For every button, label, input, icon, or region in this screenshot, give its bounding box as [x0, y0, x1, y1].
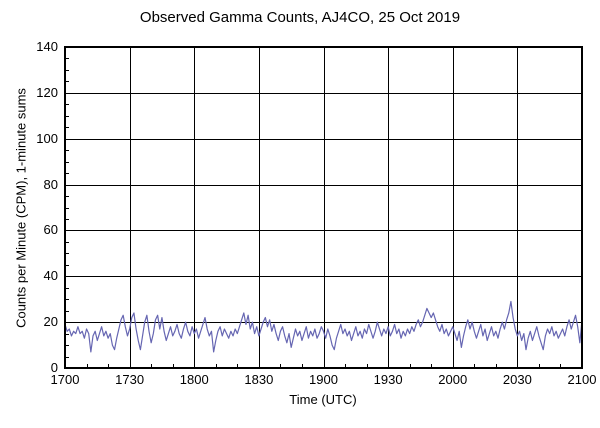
y-tick-label: 40 — [43, 268, 58, 284]
x-tick-label: 1730 — [115, 372, 145, 387]
y-tick-label: 120 — [36, 84, 58, 100]
y-tick-label: 80 — [43, 176, 58, 192]
x-tick-label: 2100 — [567, 372, 597, 387]
plot-border — [64, 46, 583, 369]
y-tick-label: 20 — [43, 314, 58, 330]
y-tick-label: 100 — [36, 130, 58, 146]
x-tick-label: 1900 — [309, 372, 338, 387]
data-series-line — [64, 300, 583, 353]
x-tick-label: 1830 — [244, 372, 274, 387]
y-tick-label: 60 — [43, 222, 58, 238]
chart-title: Observed Gamma Counts, AJ4CO, 25 Oct 201… — [139, 9, 461, 26]
x-tick-label: 2000 — [438, 372, 468, 387]
x-axis-title: Time (UTC) — [289, 392, 357, 407]
x-tick-label: 1800 — [179, 372, 209, 387]
x-tick-label: 2030 — [502, 372, 532, 387]
x-tick-label: 1700 — [50, 372, 80, 387]
y-tick-label: 0 — [50, 360, 58, 375]
x-tick-label: 1930 — [373, 372, 403, 387]
y-tick-label: 140 — [36, 39, 58, 54]
